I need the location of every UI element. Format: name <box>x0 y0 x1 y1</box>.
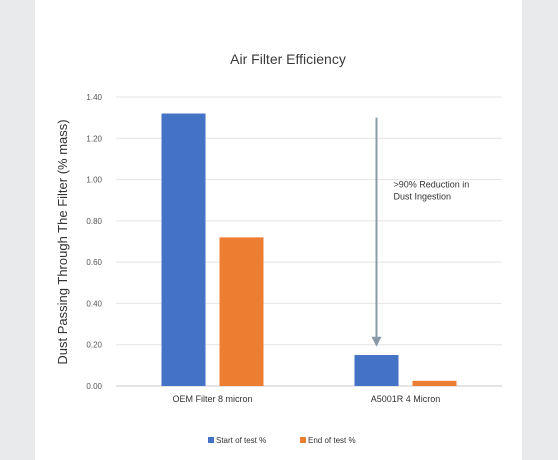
category-label: A5001R 4 Micron <box>371 394 441 404</box>
y-tick-label: 1.40 <box>86 93 102 102</box>
chart-title: Air Filter Efficiency <box>230 51 346 67</box>
annotation-text: >90% Reduction in <box>394 180 470 190</box>
y-tick-labels: 0.00 0.20 0.40 0.60 0.80 1.00 1.20 1.40 <box>86 93 102 391</box>
bar <box>412 380 457 386</box>
bars <box>161 113 457 386</box>
y-axis-label: Dust Passing Through The Filter (% mass) <box>55 119 70 364</box>
y-tick-label: 0.20 <box>86 341 102 350</box>
annotation: >90% Reduction in Dust Ingestion <box>371 117 470 347</box>
y-tick-label: 0.40 <box>86 299 102 308</box>
bar <box>219 237 264 386</box>
y-tick-label: 0.00 <box>86 382 102 391</box>
y-tick-label: 0.80 <box>86 217 102 226</box>
legend-entry: End of test % <box>308 436 356 445</box>
legend-swatch <box>208 437 214 443</box>
y-tick-label: 0.60 <box>86 258 102 267</box>
bar <box>354 355 399 386</box>
bar <box>161 113 206 386</box>
y-tick-label: 1.00 <box>86 176 102 185</box>
annotation-arrowhead <box>371 336 382 347</box>
category-labels: OEM Filter 8 micron A5001R 4 Micron <box>172 394 440 404</box>
legend-swatch <box>300 437 306 443</box>
legend: Start of test % End of test % <box>208 436 356 445</box>
legend-entry: Start of test % <box>216 436 266 445</box>
category-label: OEM Filter 8 micron <box>172 394 252 404</box>
y-tick-label: 1.20 <box>86 134 102 143</box>
annotation-text: Dust Ingestion <box>394 192 452 202</box>
